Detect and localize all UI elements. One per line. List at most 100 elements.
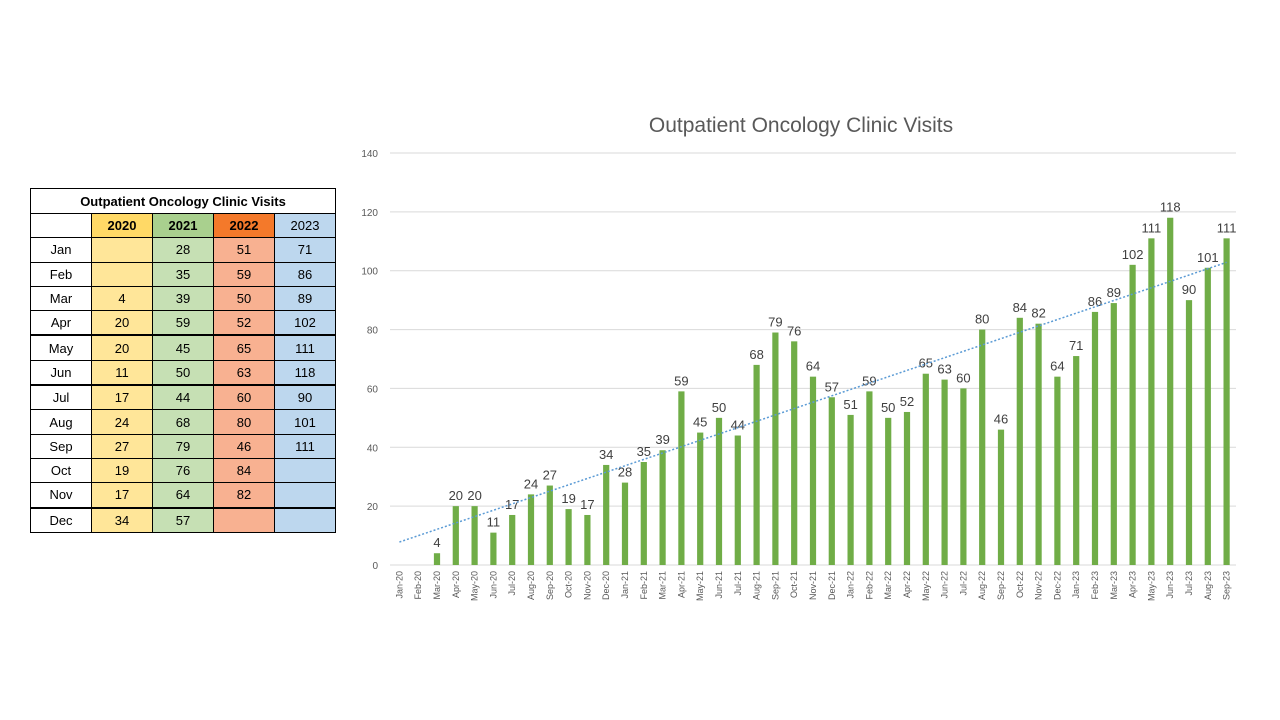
x-tick-label: Jul-22 <box>958 571 968 596</box>
x-tick-label: Dec-21 <box>827 571 837 600</box>
table-row: Jul 17 44 60 90 <box>30 384 336 411</box>
x-tick-label: Jun-20 <box>488 571 498 599</box>
data-label: 65 <box>919 356 933 371</box>
bar <box>1073 356 1080 565</box>
data-label: 44 <box>731 418 745 433</box>
data-labels: 4 20 20 11 17 24 27 19 17 34 28 35 39 59 45 50 44 68 79 76 6… <box>433 200 1236 550</box>
x-tick-label: May-20 <box>470 571 480 601</box>
data-label: 57 <box>825 379 839 394</box>
x-tick-label: Nov-22 <box>1034 571 1044 600</box>
x-tick-label: Jan-22 <box>846 571 856 599</box>
value-cell: 39 <box>152 285 214 312</box>
value-cell <box>91 237 153 263</box>
chart-title: Outpatient Oncology Clinic Visits <box>649 114 953 137</box>
data-label: 4 <box>433 535 440 550</box>
data-label: 64 <box>1050 359 1064 374</box>
x-tick-label: Feb-20 <box>413 571 423 600</box>
value-cell: 82 <box>213 482 275 509</box>
x-tick-label: Aug-20 <box>526 571 536 600</box>
x-tick-label: Jul-23 <box>1184 571 1194 596</box>
value-cell: 50 <box>152 359 214 387</box>
x-tick-label: Apr-23 <box>1128 571 1138 598</box>
value-cell: 101 <box>274 409 336 435</box>
data-label: 80 <box>975 312 989 327</box>
bar <box>1016 317 1023 565</box>
bar <box>490 532 497 565</box>
table-row: May 20 45 65 111 <box>30 334 336 361</box>
x-tick-label: Mar-23 <box>1109 571 1119 600</box>
value-cell: 35 <box>152 261 214 287</box>
bar <box>1035 323 1042 565</box>
bar <box>452 506 459 565</box>
x-tick-label: Jun-22 <box>940 571 950 599</box>
value-cell: 65 <box>213 334 275 361</box>
x-tick-label: Jan-20 <box>394 571 404 599</box>
x-tick-label: Apr-22 <box>902 571 912 598</box>
table-header-row: 2020 2021 2022 2023 <box>30 212 336 239</box>
data-label: 84 <box>1013 300 1027 315</box>
value-cell: 71 <box>274 237 336 263</box>
bar <box>734 435 741 565</box>
bar <box>1110 303 1117 565</box>
data-label: 46 <box>994 412 1008 427</box>
x-tick-label: Feb-22 <box>864 571 874 600</box>
x-tick-label: Sep-20 <box>545 571 555 600</box>
x-tick-label: Aug-23 <box>1203 571 1213 600</box>
y-tick-label: 120 <box>361 208 378 219</box>
value-cell: 20 <box>91 310 153 337</box>
bar <box>903 411 911 565</box>
table-row: Apr 20 59 52 102 <box>30 310 336 337</box>
bar <box>979 329 986 565</box>
value-cell <box>91 261 153 287</box>
bar <box>1185 300 1193 565</box>
data-label: 79 <box>768 315 782 330</box>
x-tick-label: Jun-21 <box>714 571 724 599</box>
data-label: 60 <box>956 370 970 385</box>
value-cell <box>274 507 336 533</box>
x-tick-label: Nov-21 <box>808 571 818 600</box>
value-cell: 59 <box>152 310 214 337</box>
month-cell: Dec <box>30 507 92 533</box>
y-axis-ticks: 0 20 40 60 80 100 120 140 <box>361 149 378 572</box>
data-label: 39 <box>655 432 669 447</box>
bar <box>791 341 798 565</box>
y-tick-label: 40 <box>367 443 379 454</box>
bar <box>433 553 441 565</box>
month-cell: Jan <box>30 237 92 263</box>
bar <box>866 391 873 565</box>
x-tick-label: Oct-21 <box>789 571 799 598</box>
value-cell: 102 <box>274 310 336 337</box>
table-row: Dec 34 57 <box>30 507 336 533</box>
x-tick-label: Apr-21 <box>676 571 686 598</box>
value-cell: 44 <box>152 384 214 411</box>
value-cell: 52 <box>213 310 275 337</box>
bar <box>603 464 610 565</box>
data-label: 63 <box>937 362 951 377</box>
value-cell: 17 <box>91 482 153 509</box>
bar <box>1129 264 1136 565</box>
value-cell <box>274 482 336 509</box>
value-cell: 20 <box>91 334 153 361</box>
x-tick-label: Feb-23 <box>1090 571 1100 600</box>
data-label: 17 <box>580 497 594 512</box>
y-tick-label: 60 <box>367 384 379 395</box>
value-cell: 17 <box>91 384 153 411</box>
data-label: 86 <box>1088 294 1102 309</box>
month-cell: Jul <box>30 384 92 411</box>
data-label: 35 <box>637 444 651 459</box>
value-cell: 60 <box>213 384 275 411</box>
value-cell: 89 <box>274 285 336 312</box>
data-label: 76 <box>787 323 801 338</box>
bar <box>772 332 779 565</box>
value-cell: 79 <box>152 433 214 459</box>
bar <box>922 373 929 565</box>
table-row: Jan 28 51 71 <box>30 237 336 263</box>
bar <box>809 376 817 565</box>
bar <box>828 397 835 565</box>
trendline <box>399 261 1227 543</box>
x-tick-label: Nov-20 <box>582 571 592 600</box>
bar <box>697 432 704 565</box>
data-label: 102 <box>1122 247 1144 262</box>
table-row: Feb 35 59 86 <box>30 261 336 287</box>
table-row: Oct 19 76 84 <box>30 457 336 484</box>
